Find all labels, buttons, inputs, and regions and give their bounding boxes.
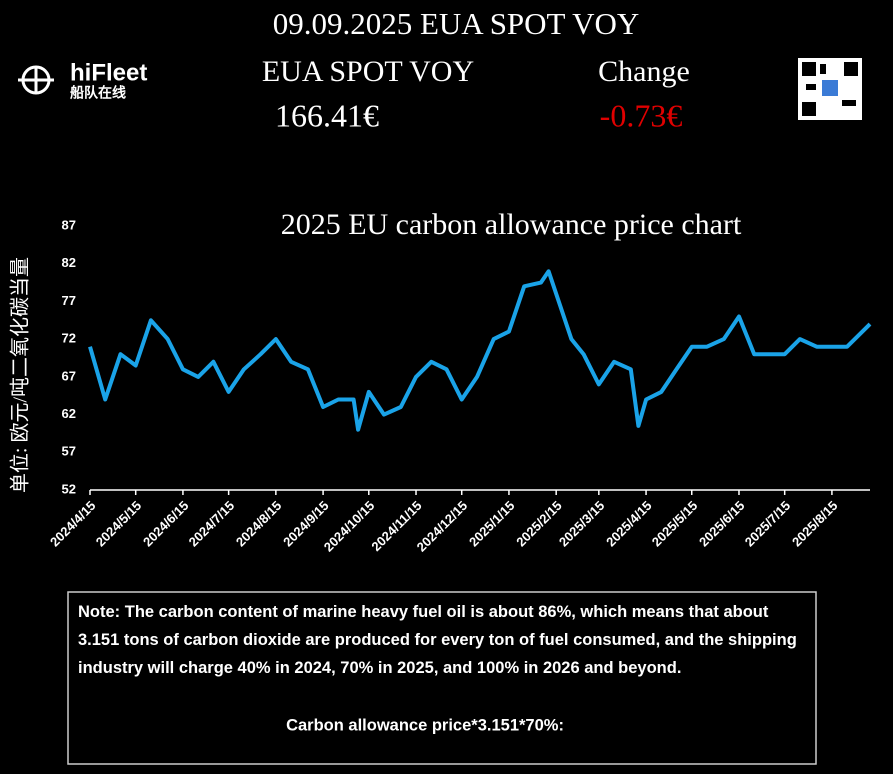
- qr-module: [806, 84, 816, 90]
- change: -0.73€: [600, 97, 683, 133]
- qr-finder: [802, 102, 816, 116]
- headline: 09.09.2025 EUA SPOT VOY: [273, 6, 640, 41]
- y-tick-label: 57: [62, 444, 76, 459]
- note-box: [67, 591, 817, 765]
- y-tick-label: 72: [62, 331, 76, 346]
- y-tick-label: 82: [62, 255, 76, 270]
- price-label: EUA SPOT VOY: [262, 55, 474, 88]
- chart-title: 2025 EU carbon allowance price chart: [281, 208, 742, 241]
- y-tick-label: 52: [62, 481, 76, 496]
- qr-finder: [802, 62, 816, 76]
- change-label: Change: [598, 55, 690, 88]
- y-axis-label: 单位: 欧元/吨二氧化碳当量: [9, 257, 32, 493]
- y-tick-label: 62: [62, 406, 76, 421]
- y-tick-label: 87: [62, 217, 76, 232]
- note-formula: Carbon allowance price*3.151*70%:: [286, 716, 564, 734]
- qr-module: [820, 64, 826, 74]
- qr-finder: [844, 62, 858, 76]
- note-container: Note: The carbon content of marine heavy…: [78, 603, 797, 677]
- y-tick-label: 77: [62, 293, 76, 308]
- logo-name: hiFleet: [70, 59, 147, 86]
- qr-logo: [822, 80, 838, 96]
- price: 166.41€: [275, 97, 379, 133]
- y-tick-label: 67: [62, 368, 76, 383]
- qr-module: [842, 100, 856, 106]
- price-line: [88, 269, 872, 432]
- note-text: Note: The carbon content of marine heavy…: [78, 603, 797, 677]
- qr-code: [798, 58, 862, 120]
- logo-sub: 船队在线: [70, 85, 126, 101]
- logo: hiFleet 船队在线: [18, 59, 147, 101]
